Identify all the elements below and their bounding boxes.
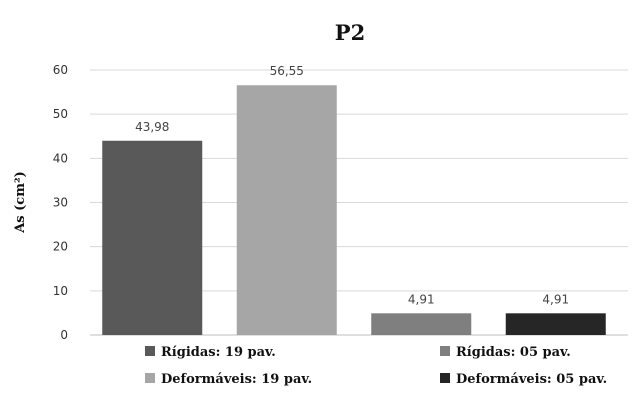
y-tick-label: 20 <box>53 240 68 254</box>
bar <box>371 313 472 335</box>
legend-item-label: Rígidas: 19 pav. <box>161 345 276 360</box>
legend-item-label: Rígidas: 05 pav. <box>456 345 571 360</box>
legend: Rígidas: 19 pav. Deformáveis: 19 pav. Rígi… <box>145 345 607 387</box>
legend-swatch <box>145 373 155 383</box>
legend-swatch <box>145 346 155 356</box>
data-label: 56,55 <box>270 64 304 78</box>
legend-item-label: Deformáveis: 19 pav. <box>161 372 312 387</box>
y-tick-label: 10 <box>53 284 68 298</box>
data-label: 4,91 <box>408 292 435 306</box>
data-label: 43,98 <box>135 120 169 134</box>
y-tick-label: 40 <box>53 151 68 165</box>
y-axis-ticks: 0 10 20 30 40 50 60 <box>53 63 68 342</box>
y-tick-label: 0 <box>60 328 68 342</box>
y-tick-label: 50 <box>53 107 68 121</box>
legend-swatch <box>440 346 450 356</box>
legend-swatch <box>440 373 450 383</box>
bar <box>102 140 203 335</box>
y-axis-label: As (cm²) <box>13 171 28 234</box>
bars <box>102 85 606 335</box>
chart-title: P2 <box>335 20 365 45</box>
bar <box>236 85 337 335</box>
y-tick-label: 30 <box>53 196 68 210</box>
data-label: 4,91 <box>542 292 569 306</box>
legend-item-label: Deformáveis: 05 pav. <box>456 372 607 387</box>
data-labels: 43,98 56,55 4,91 4,91 <box>135 64 569 306</box>
bar <box>505 313 606 335</box>
y-tick-label: 60 <box>53 63 68 77</box>
